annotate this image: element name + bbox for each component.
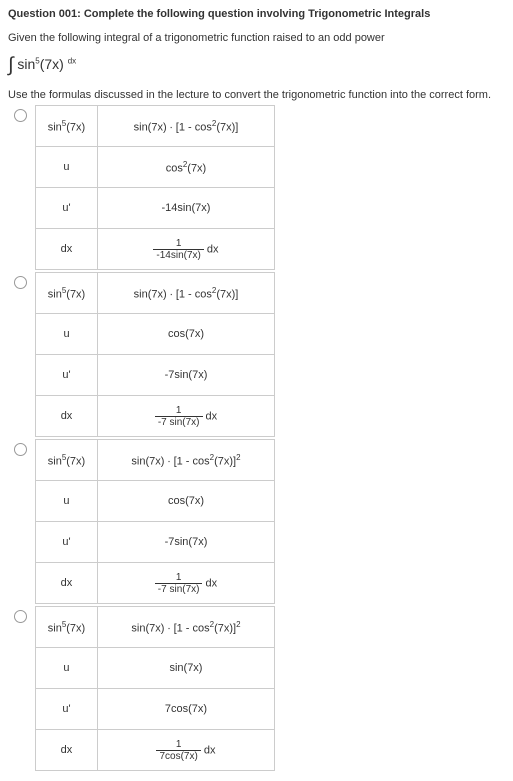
table-row: dx1-7 sin(7x) dx [36,563,275,604]
question-header: Question 001: Complete the following que… [8,8,505,20]
radio-button[interactable] [14,276,27,289]
row-value: cos(7x) [98,314,275,355]
table-row: u'-14sin(7x) [36,188,275,229]
row-value: -7sin(7x) [97,522,274,563]
row-label: dx [36,730,98,771]
table-row: ucos2(7x) [36,147,275,188]
radio-button[interactable] [14,610,27,623]
row-value: sin(7x) [97,648,274,689]
option-2[interactable]: sin5(7x)sin(7x) ∙ [1 - cos2(7x)]ucos(7x)… [14,272,505,437]
option-4[interactable]: sin5(7x)sin(7x) ∙ [1 - cos2(7x)]2usin(7x… [14,606,505,771]
radio-button[interactable] [14,443,27,456]
integral-symbol: ∫ [8,54,13,76]
row-label: u [36,648,98,689]
instruction-text: Given the following integral of a trigon… [8,32,505,44]
row-label: sin5(7x) [36,273,98,314]
table-row: sin5(7x)sin(7x) ∙ [1 - cos2(7x)]2 [36,607,275,648]
row-label: u' [36,355,98,396]
option-table: sin5(7x)sin(7x) ∙ [1 - cos2(7x)]2ucos(7x… [35,439,275,604]
integral-body: sin5(7x) dx [17,56,76,72]
row-value: 1-7 sin(7x) dx [98,396,275,437]
table-row: u'7cos(7x) [36,689,275,730]
row-value: sin(7x) ∙ [1 - cos2(7x)]2 [97,440,274,481]
row-label: u [36,481,98,522]
row-value: -14sin(7x) [97,188,274,229]
row-value: sin(7x) ∙ [1 - cos2(7x)] [98,273,275,314]
table-row: dx1-14sin(7x) dx [36,229,275,270]
row-label: sin5(7x) [36,440,98,481]
row-label: sin5(7x) [36,607,98,648]
option-3[interactable]: sin5(7x)sin(7x) ∙ [1 - cos2(7x)]2ucos(7x… [14,439,505,604]
table-row: ucos(7x) [36,314,275,355]
table-row: u'-7sin(7x) [36,522,275,563]
row-label: dx [36,396,98,437]
row-value: -7sin(7x) [98,355,275,396]
table-row: ucos(7x) [36,481,275,522]
row-label: dx [36,229,98,270]
option-table: sin5(7x)sin(7x) ∙ [1 - cos2(7x)]ucos2(7x… [35,105,275,270]
row-label: sin5(7x) [36,106,98,147]
row-value: 1-14sin(7x) dx [97,229,274,270]
options-container: sin5(7x)sin(7x) ∙ [1 - cos2(7x)]ucos2(7x… [8,105,505,771]
row-value: 17cos(7x) dx [97,730,274,771]
row-label: u [36,147,98,188]
row-label: u' [36,522,98,563]
row-value: 7cos(7x) [97,689,274,730]
table-row: sin5(7x)sin(7x) ∙ [1 - cos2(7x)]2 [36,440,275,481]
row-label: u' [36,188,98,229]
row-value: 1-7 sin(7x) dx [97,563,274,604]
table-row: sin5(7x)sin(7x) ∙ [1 - cos2(7x)] [36,273,275,314]
row-value: sin(7x) ∙ [1 - cos2(7x)]2 [97,607,274,648]
question-number: Question 001: [8,8,81,20]
table-row: u'-7sin(7x) [36,355,275,396]
option-table: sin5(7x)sin(7x) ∙ [1 - cos2(7x)]2usin(7x… [35,606,275,771]
table-row: usin(7x) [36,648,275,689]
integral-expression: ∫ sin5(7x) dx [8,54,505,77]
row-label: u' [36,689,98,730]
question-title: Complete the following question involvin… [84,8,431,20]
row-value: cos2(7x) [97,147,274,188]
table-row: dx17cos(7x) dx [36,730,275,771]
formula-note: Use the formulas discussed in the lectur… [8,89,505,101]
radio-button[interactable] [14,109,27,122]
row-label: dx [36,563,98,604]
row-value: cos(7x) [97,481,274,522]
row-label: u [36,314,98,355]
row-value: sin(7x) ∙ [1 - cos2(7x)] [97,106,274,147]
option-table: sin5(7x)sin(7x) ∙ [1 - cos2(7x)]ucos(7x)… [35,272,275,437]
option-1[interactable]: sin5(7x)sin(7x) ∙ [1 - cos2(7x)]ucos2(7x… [14,105,505,270]
table-row: sin5(7x)sin(7x) ∙ [1 - cos2(7x)] [36,106,275,147]
table-row: dx1-7 sin(7x) dx [36,396,275,437]
